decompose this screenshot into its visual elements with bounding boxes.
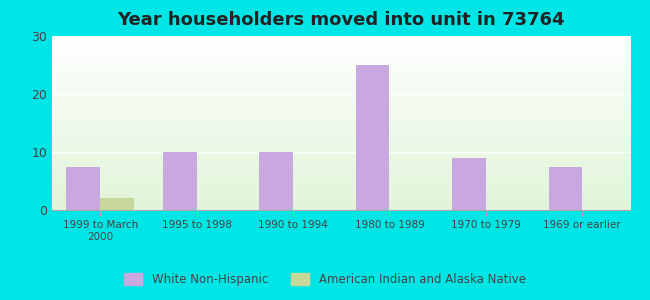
Bar	[549, 167, 582, 210]
Bar	[100, 198, 134, 210]
Bar	[452, 158, 486, 210]
Legend: White Non-Hispanic, American Indian and Alaska Native: White Non-Hispanic, American Indian and …	[120, 268, 530, 291]
Title: Year householders moved into unit in 73764: Year householders moved into unit in 737…	[118, 11, 565, 29]
Bar	[356, 65, 389, 210]
Bar	[163, 152, 196, 210]
Bar	[66, 167, 100, 210]
Bar	[259, 152, 293, 210]
